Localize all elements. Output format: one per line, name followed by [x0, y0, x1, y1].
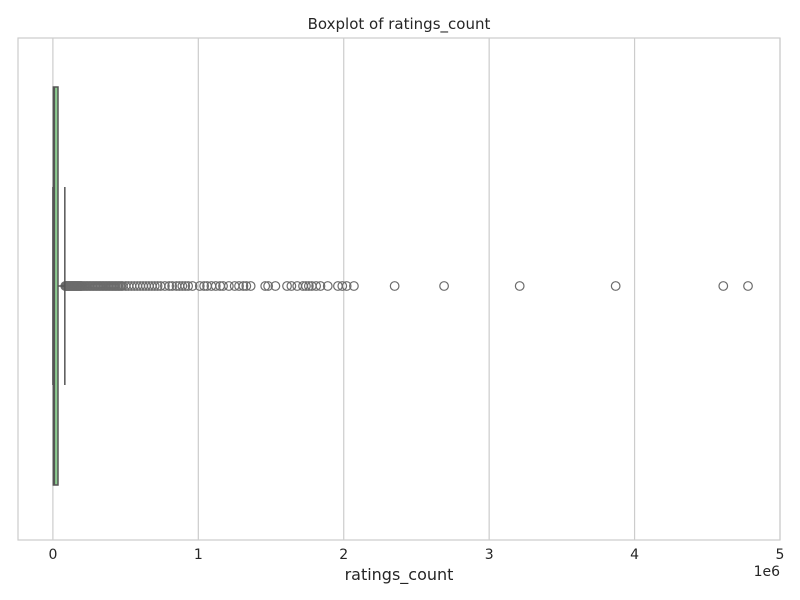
outlier-point-98 [315, 281, 326, 291]
outlier-point-71 [180, 281, 191, 291]
outlier-point-87 [260, 281, 271, 291]
iqr-box [52, 86, 59, 486]
outlier-point-75 [199, 281, 210, 291]
outlier-point-63 [152, 281, 163, 291]
outlier-point-97 [311, 281, 322, 291]
outlier-point-73 [187, 281, 198, 291]
outlier-point-85 [241, 281, 252, 291]
outlier-point-102 [341, 281, 352, 291]
x-axis-offset-label: 1e6 [754, 564, 781, 580]
outlier-point-106 [514, 281, 525, 291]
outlier-point-90 [282, 281, 292, 291]
outlier-point-91 [286, 281, 297, 291]
outlier-point-81 [223, 281, 234, 291]
outlier-point-89 [270, 281, 281, 291]
outlier-point-107 [610, 281, 621, 291]
outlier-point-86 [245, 281, 256, 291]
outlier-point-65 [159, 281, 170, 291]
outlier-point-74 [194, 281, 205, 291]
outlier-point-101 [337, 281, 348, 291]
x-tick-label-4: 4 [630, 547, 639, 563]
outlier-point-78 [210, 281, 221, 291]
outlier-point-66 [164, 281, 175, 291]
outlier-point-67 [167, 281, 178, 291]
chart-title: Boxplot of ratings_count [308, 15, 491, 34]
outlier-points [60, 281, 753, 291]
x-tick-label-1: 1 [194, 547, 203, 563]
outlier-point-83 [234, 281, 244, 291]
outlier-point-88 [263, 281, 274, 291]
box-group [52, 86, 66, 486]
x-axis-label: ratings_count [345, 565, 454, 585]
outlier-point-84 [238, 281, 249, 291]
x-tick-label-3: 3 [485, 547, 494, 563]
x-tick-label-0: 0 [48, 547, 57, 563]
plot-frame [17, 37, 781, 541]
outlier-point-72 [183, 281, 194, 291]
outlier-point-109 [743, 281, 753, 291]
outlier-point-80 [218, 281, 228, 291]
outlier-point-105 [439, 281, 449, 291]
outlier-point-62 [149, 281, 160, 291]
outlier-point-108 [718, 281, 729, 291]
x-tick-label-2: 2 [339, 547, 348, 563]
outlier-point-104 [389, 281, 400, 291]
outlier-point-94 [301, 281, 311, 291]
outlier-point-95 [303, 281, 314, 291]
outlier-point-70 [177, 281, 188, 291]
x-tick-labels: 0 1 2 3 4 5 [48, 547, 784, 563]
outlier-point-103 [349, 281, 359, 291]
outlier-point-99 [322, 281, 333, 291]
x-tick-label-5: 5 [776, 547, 785, 563]
